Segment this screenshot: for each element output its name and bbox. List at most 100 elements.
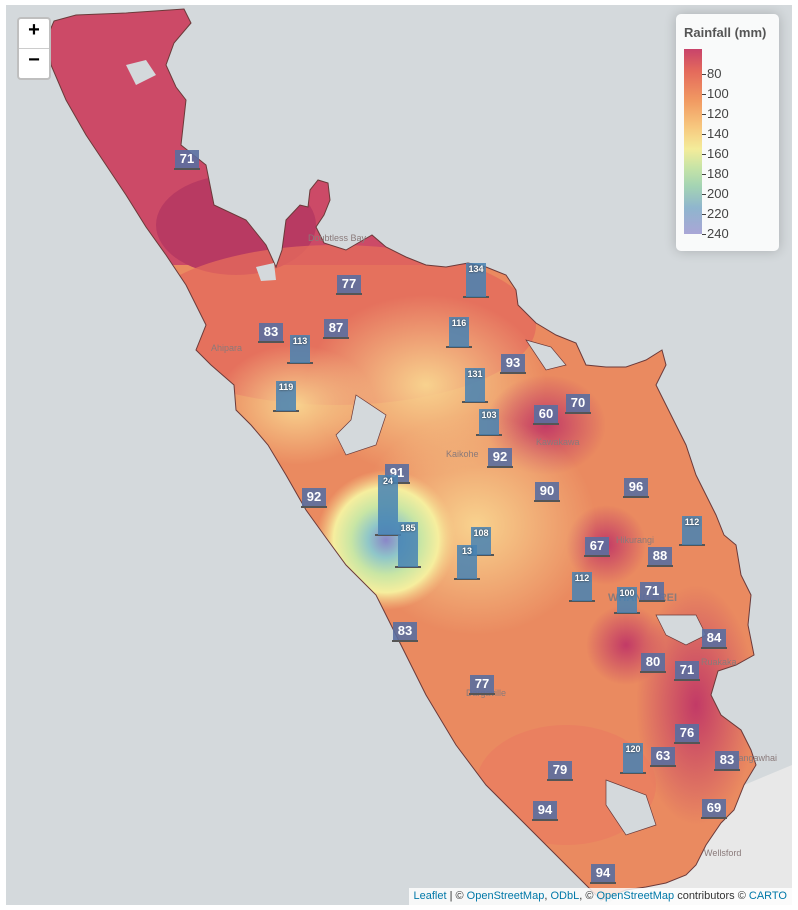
station-value-label: 112 [574, 573, 590, 583]
rainfall-bar [466, 263, 486, 297]
attrib-text: , © [579, 890, 597, 902]
zoom-control: + − [17, 17, 51, 80]
rainfall-bar [378, 475, 398, 535]
marker-baseline [584, 555, 610, 557]
legend-tick: 140 [702, 127, 729, 141]
marker-baseline [674, 679, 700, 681]
station-value-label: 71 [640, 582, 664, 600]
station-value-label: 100 [619, 588, 635, 598]
place-label: Wellsford [704, 848, 742, 858]
rainfall-bar [623, 743, 643, 773]
map-container[interactable]: Doubtless Bay Ahipara Kaikohe Kawakawa H… [6, 5, 792, 905]
station-value-label: 63 [651, 747, 675, 765]
marker-baseline [487, 466, 513, 468]
zoom-in-button[interactable]: + [28, 19, 40, 41]
legend-title: Rainfall (mm) [684, 25, 767, 40]
place-label: Ruakaka [701, 657, 737, 667]
attrib-text: | © [446, 890, 467, 902]
station-value-label: 79 [548, 761, 572, 779]
marker-baseline [500, 372, 526, 374]
station-value-label: 70 [566, 394, 590, 412]
station-value-label: 77 [470, 675, 494, 693]
station-value-label: 112 [684, 517, 700, 527]
station-value-label: 134 [468, 264, 484, 274]
marker-baseline [623, 496, 649, 498]
osm-link[interactable]: OpenStreetMap [466, 890, 545, 902]
marker-baseline [395, 566, 421, 568]
marker-baseline [336, 293, 362, 295]
rainfall-bar [572, 572, 592, 601]
station-value-label: 94 [591, 864, 615, 882]
station-value-label: 83 [715, 751, 739, 769]
station-value-label: 185 [400, 523, 416, 533]
marker-baseline [534, 500, 560, 502]
marker-baseline [679, 544, 705, 546]
attrib-text: , [544, 890, 551, 902]
station-value-label: 103 [481, 410, 497, 420]
map-basemap [6, 5, 792, 905]
rainfall-bar [465, 368, 485, 402]
marker-baseline [533, 423, 559, 425]
marker-baseline [620, 772, 646, 774]
station-value-label: 93 [501, 354, 525, 372]
station-value-label: 94 [533, 801, 557, 819]
marker-baseline [476, 434, 502, 436]
legend-tick: 80 [702, 67, 721, 81]
station-value-label: 96 [624, 478, 648, 496]
marker-baseline [647, 565, 673, 567]
marker-baseline [565, 412, 591, 414]
station-value-label: 77 [337, 275, 361, 293]
rainfall-bar [617, 587, 637, 613]
rainfall-bar [682, 516, 702, 545]
place-label: Kawakawa [536, 437, 580, 447]
station-value-label: 67 [585, 537, 609, 555]
station-value-label: 92 [488, 448, 512, 466]
station-value-label: 24 [382, 476, 393, 486]
station-value-label: 90 [535, 482, 559, 500]
station-value-label: 69 [702, 799, 726, 817]
marker-baseline [463, 296, 489, 298]
marker-baseline [301, 506, 327, 508]
marker-baseline [469, 693, 495, 695]
osm-link-2[interactable]: OpenStreetMap [596, 890, 675, 902]
place-label: Hikurangi [616, 535, 655, 545]
marker-baseline [532, 819, 558, 821]
marker-baseline [454, 578, 480, 580]
legend-tick: 160 [702, 147, 729, 161]
carto-link[interactable]: CARTO [748, 890, 787, 902]
station-value-label: 71 [175, 150, 199, 168]
legend-color-ramp [684, 49, 702, 234]
legend-tick: 120 [702, 107, 729, 121]
station-value-label: 84 [702, 629, 726, 647]
place-label: Kaikohe [446, 449, 479, 459]
marker-baseline [590, 882, 616, 884]
marker-baseline [468, 554, 494, 556]
marker-baseline [462, 401, 488, 403]
station-value-label: 71 [675, 661, 699, 679]
marker-baseline [569, 600, 595, 602]
rainfall-bar [479, 409, 499, 435]
zoom-out-button[interactable]: − [19, 48, 49, 78]
station-value-label: 108 [473, 528, 489, 538]
marker-baseline [258, 341, 284, 343]
station-value-label: 83 [259, 323, 283, 341]
station-value-label: 83 [393, 622, 417, 640]
leaflet-link[interactable]: Leaflet [413, 890, 447, 902]
legend-tick: 180 [702, 167, 729, 181]
marker-baseline [614, 612, 640, 614]
legend-tick: 220 [702, 207, 729, 221]
marker-baseline [174, 168, 200, 170]
marker-baseline [446, 346, 472, 348]
marker-baseline [323, 337, 349, 339]
station-value-label: 131 [467, 369, 483, 379]
station-value-label: 80 [641, 653, 665, 671]
station-value-label: 60 [534, 405, 558, 423]
marker-baseline [650, 765, 676, 767]
marker-baseline [287, 362, 313, 364]
marker-baseline [701, 817, 727, 819]
odbl-link[interactable]: ODbL [550, 890, 580, 902]
marker-baseline [547, 779, 573, 781]
place-label: Mangawhai [731, 753, 778, 763]
station-value-label: 119 [278, 382, 294, 392]
rainfall-bar [457, 545, 477, 579]
